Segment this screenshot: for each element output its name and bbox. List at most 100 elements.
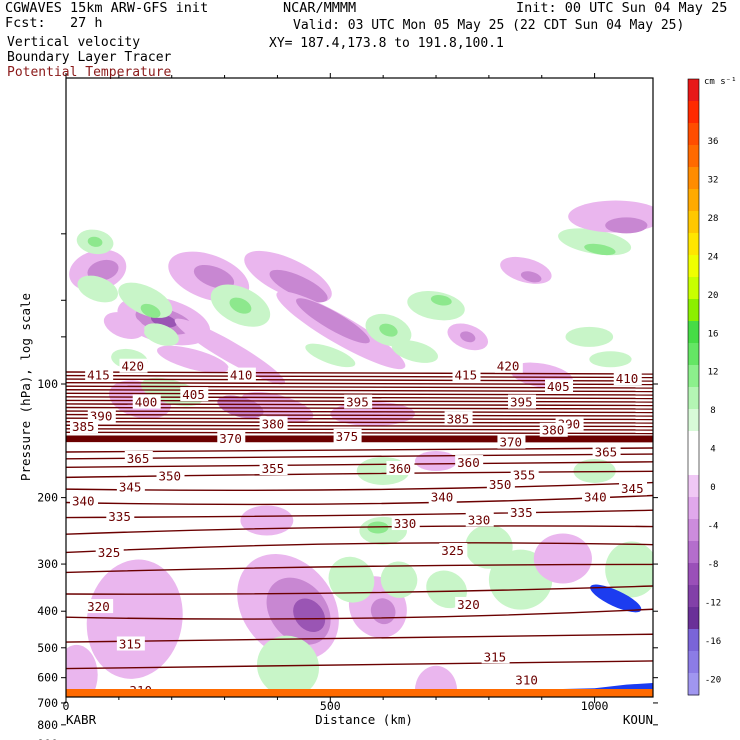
- colorbar-tick-label: 0: [710, 483, 715, 493]
- theta-label: 315: [119, 636, 142, 651]
- theta-label: 410: [230, 368, 253, 383]
- w-region: [305, 343, 356, 368]
- colorbar-tick-label: 28: [708, 214, 719, 224]
- theta-label: 385: [447, 411, 470, 426]
- colorbar-swatch: [688, 387, 699, 410]
- theta-label: 345: [119, 479, 142, 494]
- w-region: [589, 351, 632, 368]
- colorbar-swatch: [688, 475, 699, 498]
- theta-contour: [66, 410, 653, 414]
- theta-label: 405: [547, 379, 570, 394]
- colorbar-frame: [687, 78, 700, 696]
- theta-label: 355: [513, 468, 536, 483]
- theta-label-bg: [519, 721, 547, 735]
- theta-label: 305: [473, 696, 496, 711]
- field-boundary-layer-tracer: Boundary Layer Tracer: [7, 50, 172, 65]
- x-end-station: KOUN: [623, 712, 653, 727]
- theta-label: 300: [129, 721, 152, 736]
- theta-label: 365: [127, 451, 150, 466]
- theta-label: 365: [595, 445, 618, 460]
- theta-contour: [66, 374, 653, 379]
- colorbar-tick-label: 12: [708, 368, 719, 378]
- theta-label: 325: [441, 543, 464, 558]
- theta-label-bg: [510, 467, 539, 482]
- colorbar-swatch: [688, 189, 699, 212]
- w-region: [520, 271, 542, 283]
- y-tick-label: 700: [37, 696, 58, 710]
- x-tick-label: 1000: [581, 699, 609, 713]
- theta-label: 320: [457, 597, 480, 612]
- init-time: Init: 00 UTC Sun 04 May 25: [516, 0, 728, 16]
- theta-label-bg: [497, 434, 526, 449]
- theta-label-bg: [508, 505, 537, 520]
- theta-contour: [66, 509, 653, 519]
- w-region: [533, 533, 592, 584]
- theta-label: 375: [336, 429, 359, 444]
- theta-label-bg: [391, 516, 420, 531]
- theta-contour: [66, 608, 653, 620]
- theta-label: 415: [87, 368, 110, 383]
- theta-label: 320: [87, 599, 110, 614]
- y-tick-label: 500: [37, 641, 58, 655]
- x-start-station: KABR: [66, 712, 97, 727]
- colorbar-swatch: [688, 79, 699, 102]
- theta-label-bg: [619, 481, 648, 496]
- colorbar-swatch: [688, 519, 699, 542]
- colorbar: 36 32 28 24 20 16 12 8 4 0 -4 -8 -12 -16 -20: [687, 78, 721, 696]
- colorbar-swatch: [688, 233, 699, 256]
- colorbar-tick-label: -4: [708, 522, 719, 532]
- x-axis-title: Distance (km): [315, 712, 413, 727]
- y-tick-label: 400: [37, 604, 58, 618]
- colorbar-swatch: [688, 453, 699, 476]
- theta-label: 350: [489, 477, 512, 492]
- plot-frame: [65, 77, 654, 698]
- theta-label: 405: [182, 387, 205, 402]
- w-region: [558, 228, 632, 256]
- theta-label: 360: [457, 455, 480, 470]
- w-region: [407, 290, 465, 321]
- colorbar-swatch: [688, 343, 699, 366]
- colorbar-swatch: [688, 585, 699, 608]
- y-tick-label: 900: [37, 737, 58, 740]
- theta-label: 345: [621, 481, 644, 496]
- theta-contour: [66, 494, 653, 506]
- colorbar-swatch: [688, 541, 699, 564]
- x-tick-label: 500: [320, 699, 341, 713]
- valid-time: Valid: 03 UTC Mon 05 May 25 (22 CDT Sun …: [293, 18, 685, 33]
- theta-label-bg: [119, 358, 148, 373]
- theta-label: 400: [135, 395, 158, 410]
- colorbar-swatch: [688, 563, 699, 586]
- terrain-base: [66, 689, 653, 697]
- w-region: [229, 297, 252, 314]
- colorbar-tick-label: -12: [705, 598, 721, 608]
- field-vertical-velocity: Vertical velocity: [7, 35, 141, 50]
- y-tick-label: 800: [37, 718, 58, 732]
- colorbar-tick-label: 16: [708, 329, 719, 339]
- theta-label-bg: [539, 422, 568, 437]
- colorbar-swatch: [688, 145, 699, 168]
- colorbar-swatch: [688, 673, 699, 696]
- theta-label-bg: [513, 672, 542, 687]
- colorbar-swatch: [688, 629, 699, 652]
- theta-label-bg: [486, 476, 515, 491]
- w-region: [269, 269, 328, 303]
- theta-label: 300: [521, 721, 544, 736]
- theta-label: 380: [262, 416, 285, 431]
- colorbar-swatch: [688, 167, 699, 190]
- colorbar-tick-label: -20: [705, 675, 721, 685]
- w-region: [143, 323, 179, 346]
- theta-label-bg: [70, 493, 98, 508]
- theta-label-bg: [127, 721, 155, 735]
- theta-contour: [66, 413, 653, 417]
- w-region: [573, 458, 616, 483]
- w-region: [174, 318, 286, 385]
- w-region: [379, 323, 398, 337]
- theta-label: 355: [262, 461, 285, 476]
- w-region: [157, 345, 229, 373]
- theta-label: 360: [388, 461, 411, 476]
- distance-axis: 0 500 1000: [63, 73, 609, 713]
- theta-label: 410: [616, 371, 639, 386]
- w-region-strong-negative: [590, 584, 642, 613]
- center-label: NCAR/MMMM: [283, 0, 357, 16]
- theta-contour: [66, 542, 653, 554]
